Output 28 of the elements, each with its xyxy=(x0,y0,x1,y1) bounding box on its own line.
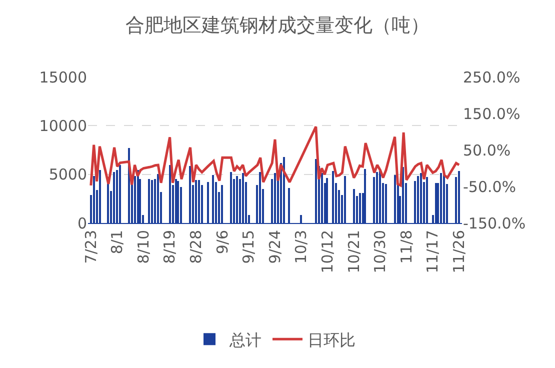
y-tick-label: 0 xyxy=(77,214,87,232)
x-tick-label: 8/1 xyxy=(108,230,126,254)
x-tick-label: 8/19 xyxy=(160,230,179,264)
y-tick-label: 10000 xyxy=(39,116,87,135)
line-series xyxy=(90,125,460,187)
y-tick-label: 15000 xyxy=(39,68,87,86)
chart-title: 合肥地区建筑钢材成交量变化（吨） xyxy=(126,14,430,37)
x-tick-label: 10/12 xyxy=(318,230,336,274)
x-tick-label: 9/15 xyxy=(240,230,258,264)
y2-tick-label: 50.0% xyxy=(463,141,511,160)
x-tick-label: 8/10 xyxy=(134,230,152,264)
x-tick-label: 10/30 xyxy=(371,230,390,274)
x-tick-label: 7/23 xyxy=(82,230,100,264)
y-tick-label: 5000 xyxy=(48,166,87,184)
y2-tick-label: 150.0% xyxy=(463,104,520,123)
x-tick-label: 9/24 xyxy=(266,230,284,264)
x-tick-label: 10/3 xyxy=(292,230,310,264)
x-tick-label: 10/21 xyxy=(344,230,363,274)
y2-tick-label: -150.0% xyxy=(463,214,526,232)
legend-label: 总计 xyxy=(228,330,262,350)
y2-tick-label: -50.0% xyxy=(463,178,516,196)
x-tick-label: 8/28 xyxy=(186,230,205,264)
x-tick-label: 11/17 xyxy=(424,230,442,274)
x-tick-label: 9/6 xyxy=(213,230,232,254)
y2-tick-label: 250.0% xyxy=(463,68,520,86)
x-tick-label: 11/26 xyxy=(450,230,468,274)
legend-label: 日环比 xyxy=(308,330,356,350)
x-tick-label: 11/8 xyxy=(397,230,416,264)
